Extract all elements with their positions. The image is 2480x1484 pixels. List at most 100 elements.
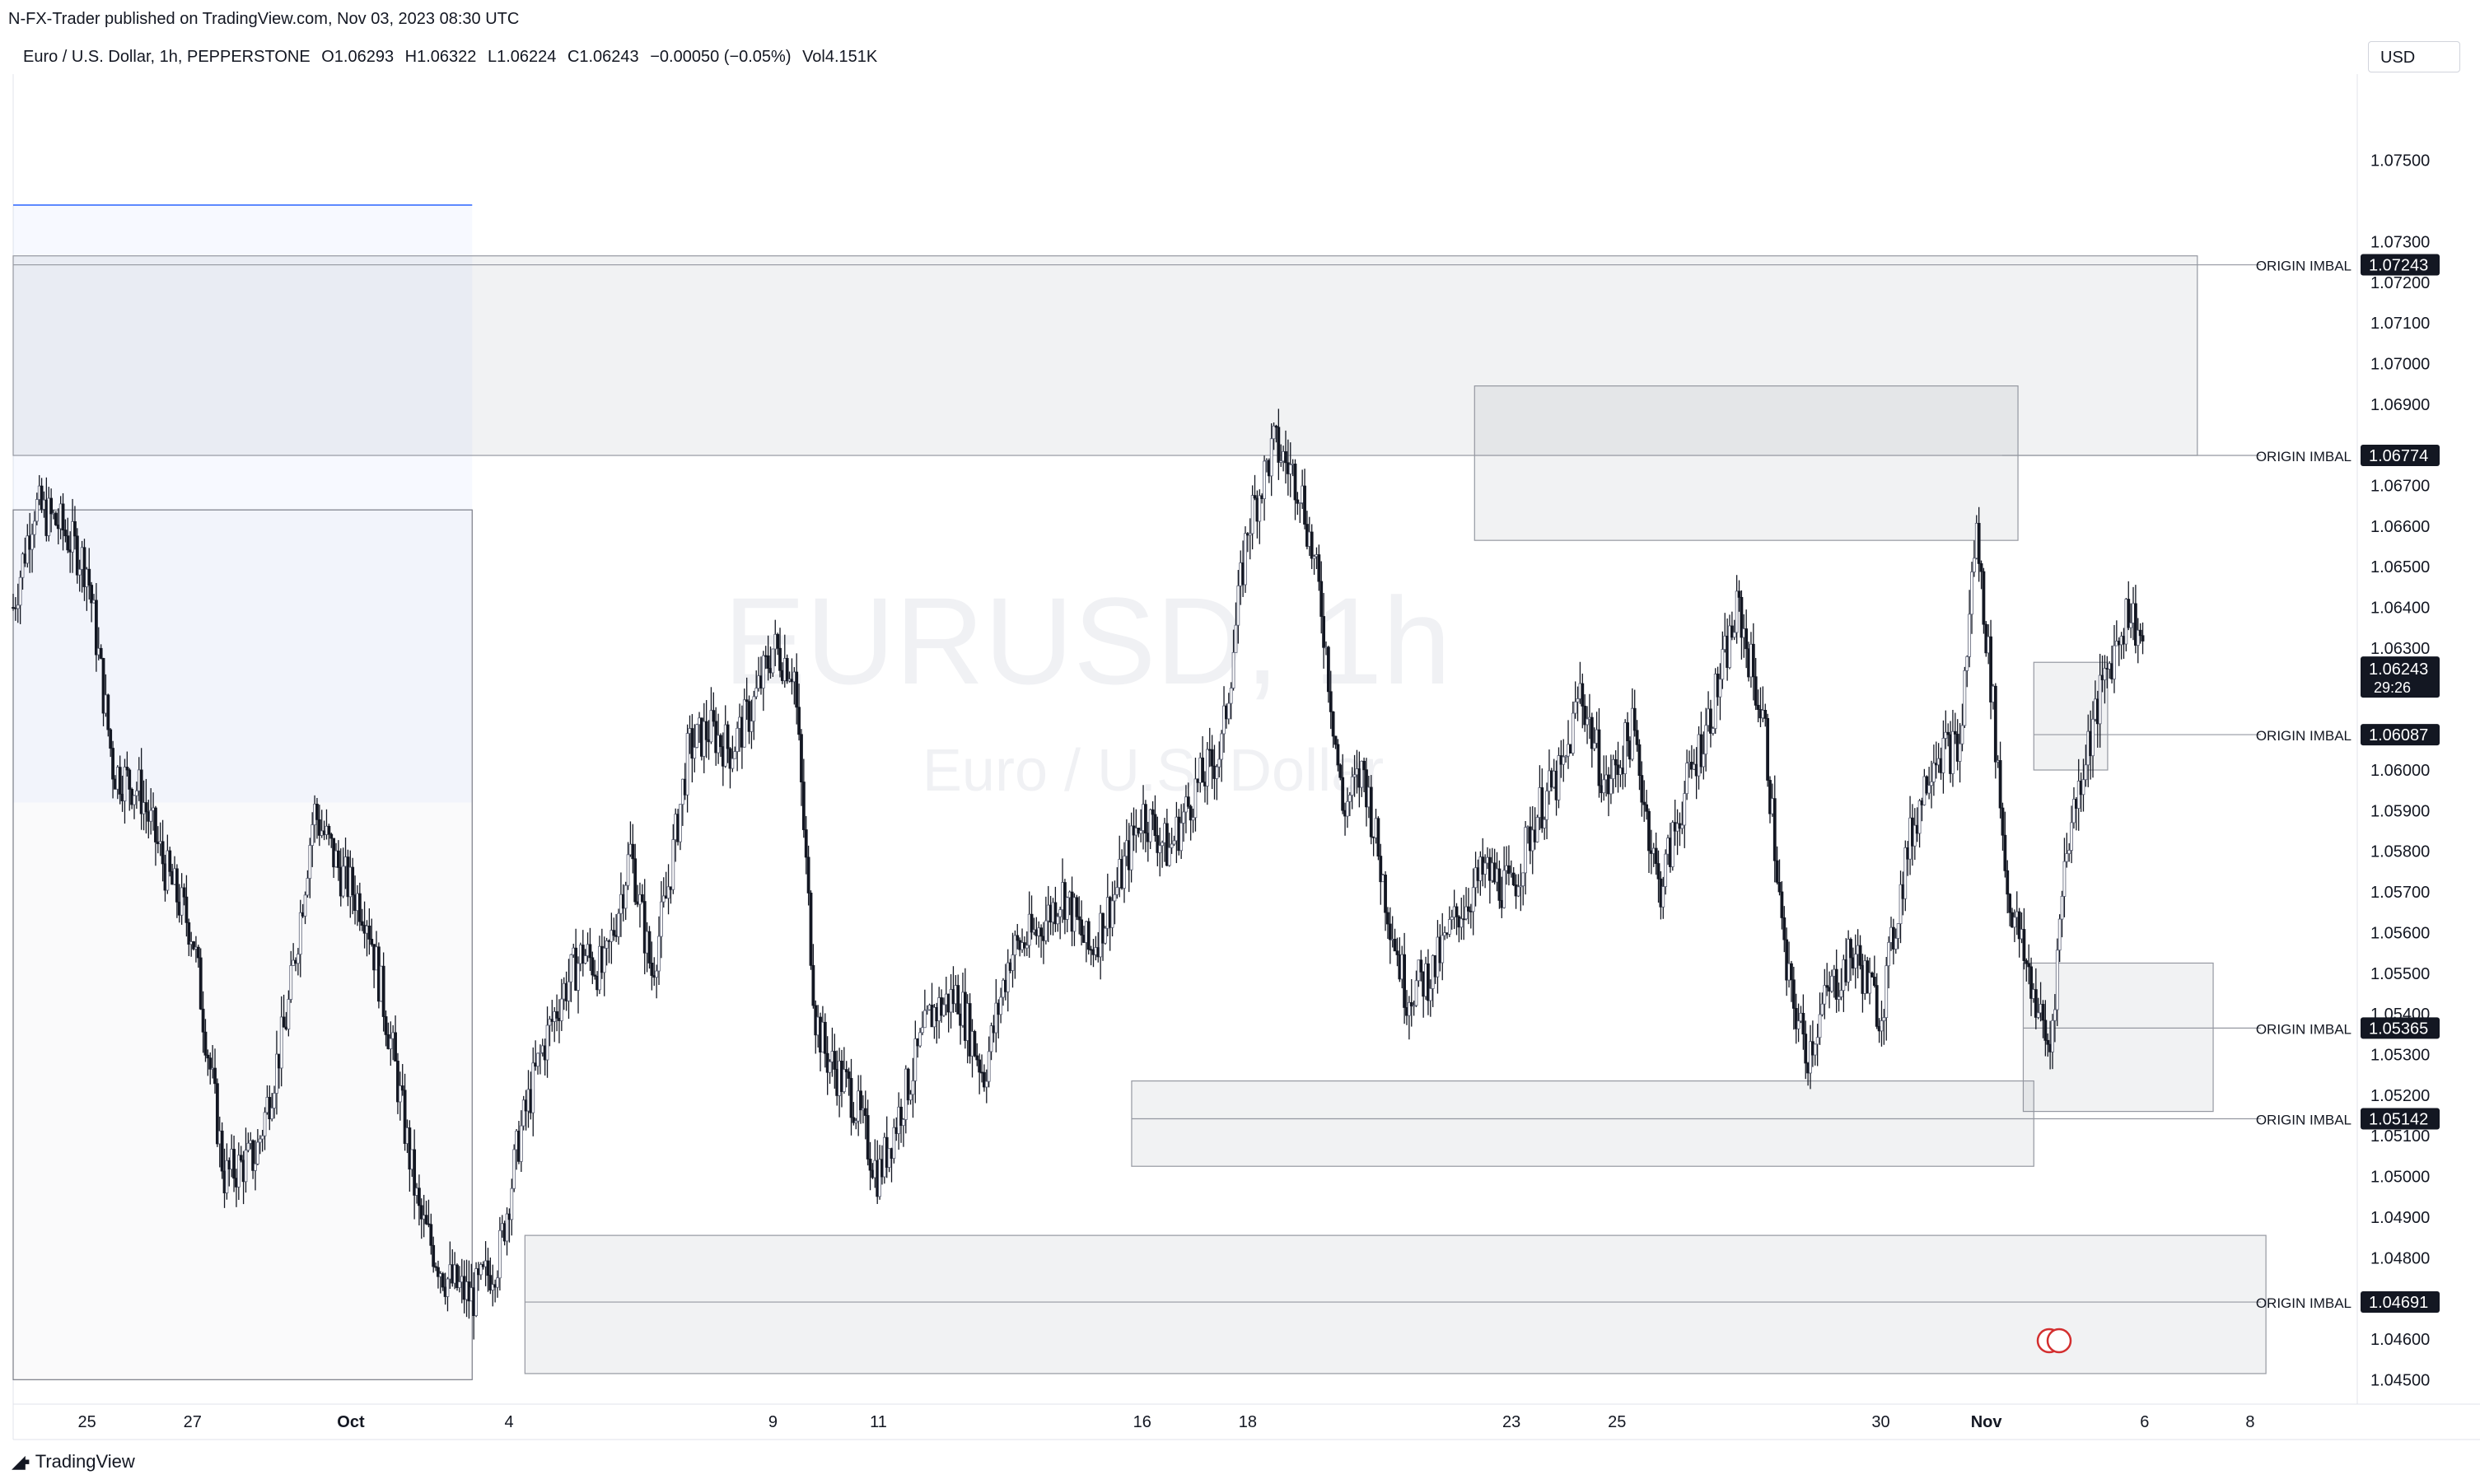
- candle-body-371: [892, 1127, 896, 1159]
- candle-body-22: [63, 530, 68, 537]
- candle-body-685: [1637, 744, 1642, 776]
- zone-label-7: ORIGIN IMBAL: [2256, 1112, 2352, 1127]
- candle-body-320: [771, 648, 775, 674]
- candle-body-281: [679, 804, 682, 842]
- candle-body-720: [1721, 649, 1725, 680]
- candle-body-725: [1732, 632, 1736, 638]
- zone-price-text-1: 1.07243: [2369, 257, 2428, 275]
- candle-body-210: [510, 1188, 514, 1220]
- candle-body-286: [690, 728, 694, 759]
- candle-body-323: [778, 647, 782, 671]
- x-tick-label-5: 11: [870, 1413, 887, 1431]
- candle-body-610: [1460, 918, 1464, 928]
- candle-body-695: [1661, 886, 1665, 908]
- candle-body-727: [1737, 590, 1741, 598]
- candle-body-229: [555, 1011, 558, 1019]
- candle-body-137: [336, 850, 340, 868]
- candle-body-552: [1322, 616, 1326, 648]
- candle-body-129: [317, 819, 321, 836]
- candle-body-477: [1144, 804, 1147, 834]
- candle-body-117: [289, 965, 293, 1000]
- candle-body-630: [1507, 865, 1511, 874]
- candle-body-602: [1441, 935, 1445, 964]
- candle-body-416: [999, 996, 1002, 1015]
- candle-body-527: [1263, 460, 1266, 499]
- candle-body-540: [1293, 463, 1297, 501]
- candle-body-294: [709, 710, 713, 743]
- y-tick-label-11: 1.06000: [2370, 762, 2430, 780]
- candle-body-659: [1576, 698, 1580, 702]
- y-tick-label-20: 1.05100: [2370, 1127, 2430, 1146]
- candle-body-79: [198, 957, 203, 1010]
- imbalance-zone-1: [12, 255, 2198, 456]
- candle-body-856: [2043, 1020, 2048, 1041]
- candle-body-102: [254, 1163, 257, 1171]
- candle-body-730: [1744, 628, 1749, 650]
- candle-body-188: [457, 1281, 461, 1288]
- candle-body-201: [488, 1275, 493, 1290]
- symbol-title[interactable]: Euro / U.S. Dollar, 1h, PEPPERSTONE: [23, 48, 311, 66]
- candle-body-271: [655, 970, 659, 978]
- candle-body-52: [134, 790, 138, 796]
- candle-body-558: [1336, 744, 1340, 766]
- candle-body-838: [2001, 807, 2005, 836]
- candle-body-576: [1379, 856, 1383, 883]
- candle-body-879: [2098, 674, 2102, 725]
- candle-body-615: [1471, 887, 1475, 912]
- candle-body-82: [206, 1054, 210, 1059]
- candle-body-740: [1768, 780, 1772, 814]
- candle-body-774: [1849, 939, 1852, 959]
- candle-body-868: [2072, 799, 2076, 824]
- candle-body-583: [1395, 950, 1399, 955]
- candle-body-651: [1557, 755, 1561, 800]
- candle-body-354: [852, 1117, 856, 1123]
- candle-body-439: [1053, 902, 1058, 925]
- candle-body-679: [1623, 722, 1628, 774]
- candle-body-165: [403, 1090, 407, 1144]
- candle-body-41: [109, 729, 113, 749]
- candle-body-303: [731, 758, 735, 769]
- candle-body-533: [1277, 427, 1281, 463]
- candle-body-789: [1885, 965, 1889, 1019]
- candle-body-596: [1427, 963, 1430, 1001]
- candle-body-429: [1030, 913, 1034, 933]
- candle-body-857: [2046, 1039, 2050, 1045]
- candle-body-121: [298, 912, 302, 955]
- candle-body-183: [446, 1278, 450, 1297]
- candle-body-873: [2084, 764, 2088, 781]
- candle-body-645: [1543, 819, 1547, 828]
- candle-body-840: [2006, 870, 2010, 895]
- candle-body-164: [400, 1085, 404, 1091]
- currency-selector[interactable]: USD: [2368, 41, 2460, 72]
- candle-body-750: [1791, 979, 1796, 1009]
- candle-body-837: [1998, 760, 2002, 809]
- candle-body-565: [1352, 774, 1357, 777]
- candle-body-133: [327, 825, 331, 835]
- candle-body-501: [1201, 757, 1204, 783]
- zone-price-badge-1: [2361, 254, 2440, 276]
- candle-body-258: [624, 884, 628, 909]
- candle-body-825: [1970, 572, 1973, 615]
- tradingview-logo[interactable]: ◢▪ TradingView: [12, 1451, 135, 1472]
- candle-body-876: [2091, 718, 2095, 757]
- candle-body-823: [1965, 656, 1969, 671]
- candle-body-635: [1519, 885, 1523, 888]
- candle-body-597: [1428, 988, 1432, 1001]
- candle-body-554: [1326, 646, 1330, 693]
- ohlc-open: O1.06293: [321, 48, 395, 66]
- candle-body-829: [1979, 562, 1983, 572]
- candle-body-522: [1250, 495, 1254, 534]
- candle-body-71: [180, 887, 184, 916]
- candle-body-421: [1011, 954, 1015, 971]
- candle-body-751: [1794, 1008, 1798, 1029]
- publish-info: N-FX-Trader published on TradingView.com…: [8, 10, 520, 28]
- candle-body-353: [849, 1078, 853, 1118]
- candle-body-150: [367, 926, 371, 940]
- candle-body-864: [2062, 861, 2067, 897]
- candle-body-444: [1065, 897, 1069, 920]
- candle-body-278: [671, 839, 675, 890]
- candle-body-593: [1419, 959, 1423, 973]
- x-tick-label-6: 16: [1133, 1413, 1151, 1431]
- candle-body-73: [184, 896, 189, 923]
